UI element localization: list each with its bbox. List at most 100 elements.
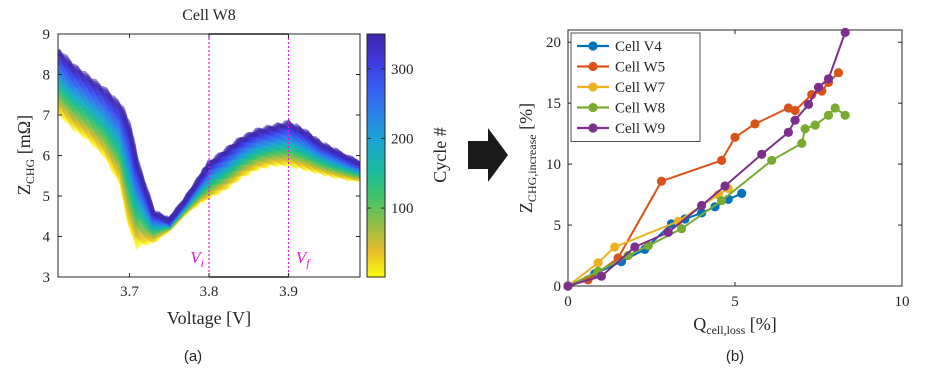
chart-b-x-label-sub: cell,loss — [706, 323, 745, 337]
data-point — [783, 127, 794, 137]
data-point — [630, 242, 640, 252]
data-point — [750, 119, 760, 129]
chart-a-title: Cell W8 — [182, 7, 235, 24]
legend-label: Cell W9 — [615, 121, 665, 137]
data-point — [803, 99, 814, 109]
data-point — [720, 181, 730, 191]
chart-a-y-label-sub: CHG — [23, 158, 37, 184]
data-point — [610, 242, 620, 252]
chart-a-annotations: Vi Vf — [190, 248, 311, 270]
data-point — [697, 200, 707, 211]
chart-a-y-label-unit: [mΩ] — [14, 115, 34, 159]
chart-b-x-label-unit: [%] — [745, 314, 776, 334]
chart-a-x-axis-label: Voltage [V] — [167, 308, 251, 328]
data-point — [717, 155, 727, 165]
colorbar-tick-label: 300 — [391, 62, 414, 78]
chart-b-x-axis-label: Qcell,loss [%] — [693, 314, 776, 337]
legend-item: Cell W5 — [577, 60, 665, 76]
legend-item: Cell W8 — [577, 101, 665, 117]
data-point — [663, 227, 673, 237]
data-point — [823, 110, 834, 120]
data-point — [813, 82, 824, 92]
y-tick-label: 20 — [546, 35, 561, 51]
x-tick-label: 3.9 — [279, 284, 298, 300]
x-tick-label: 10 — [895, 294, 910, 310]
legend-item: Cell W9 — [577, 121, 665, 137]
data-point — [823, 74, 834, 84]
y-tick-label: 15 — [546, 96, 561, 112]
data-point — [797, 138, 807, 148]
legend-swatch-marker — [588, 82, 598, 92]
panel-label-b: (b) — [726, 348, 744, 365]
chart-b-y-label-unit: [%] — [516, 103, 536, 134]
data-point — [800, 124, 810, 134]
data-point — [807, 90, 817, 100]
data-point — [593, 258, 603, 268]
chart-b-y-label-main: Z — [516, 202, 536, 213]
legend-swatch-marker — [588, 41, 598, 51]
y-tick-label: 4 — [43, 230, 51, 246]
y-tick-label: 6 — [43, 149, 51, 165]
colorbar-label: Cycle # — [430, 127, 450, 183]
data-point — [830, 103, 840, 113]
chart-b-y-axis-label: ZCHG,increase [%] — [516, 103, 539, 213]
y-tick-label: 5 — [554, 218, 562, 234]
x-tick-label: 3.7 — [120, 284, 139, 300]
legend-label: Cell W7 — [615, 80, 666, 96]
data-point — [730, 132, 740, 142]
data-point — [643, 241, 653, 251]
colorbar-tick-label: 200 — [391, 131, 414, 147]
y-tick-label: 5 — [43, 189, 51, 205]
x-tick-label: 0 — [564, 294, 572, 310]
window-annotation: Vf — [296, 248, 311, 270]
data-point — [790, 115, 800, 125]
chart-a-ticks: 3.7 3.8 3.9 3 4 5 6 7 8 9 — [43, 27, 360, 300]
legend-label: Cell W8 — [615, 101, 665, 117]
legend-swatch-marker — [588, 123, 598, 133]
colorbar — [366, 33, 386, 278]
data-point — [833, 68, 844, 78]
data-point — [840, 27, 850, 37]
chart-a-curves — [58, 48, 360, 250]
y-tick-label: 3 — [43, 270, 51, 286]
legend-label: Cell V4 — [615, 39, 662, 55]
chart-b-series — [563, 27, 850, 291]
legend-swatch-marker — [588, 61, 598, 72]
y-tick-label: 8 — [43, 68, 51, 84]
chart-b-ticks: 0 5 10 0 5 10 15 20 — [546, 30, 910, 310]
chart-a: Cell W8 3.7 3.8 3.9 3 4 5 6 7 8 9 Vi Vf Voltage [V… — [14, 7, 450, 365]
data-point — [757, 149, 767, 159]
cycle-curve — [58, 48, 360, 223]
data-point — [790, 105, 800, 116]
chart-b-legend: Cell V4 Cell W5 Cell W7 Cell W8 Cell W9 — [570, 32, 701, 142]
data-point — [563, 281, 573, 291]
right-arrow-icon — [468, 128, 508, 182]
panel-label-a: (a) — [184, 348, 202, 365]
legend-swatch-marker — [588, 102, 598, 113]
y-tick-label: 0 — [554, 279, 562, 295]
legend-label: Cell W5 — [615, 60, 665, 76]
y-tick-label: 10 — [546, 157, 561, 173]
data-point — [656, 176, 667, 186]
colorbar-ticks: 100 200 300 — [367, 62, 414, 217]
data-point — [767, 155, 777, 165]
legend-item: Cell W7 — [577, 80, 666, 96]
chart-b-y-label-sub: CHG,increase — [525, 134, 539, 202]
chart-b: 0 5 10 0 5 10 15 20 Cell V4 Cell W5 Cell W7 Cell W… — [516, 27, 910, 365]
data-point — [717, 196, 727, 206]
series-cell-w8 — [563, 103, 850, 291]
window-annotation: Vi — [190, 248, 204, 270]
x-tick-label: 5 — [731, 294, 739, 310]
series-cell-w9 — [563, 27, 850, 291]
x-tick-label: 3.8 — [200, 284, 219, 300]
data-point — [677, 224, 687, 234]
chart-a-y-axis-label: ZCHG [mΩ] — [14, 115, 37, 195]
data-point — [810, 120, 820, 130]
legend-item: Cell V4 — [577, 39, 662, 55]
colorbar-tick-label: 100 — [391, 201, 414, 217]
y-tick-label: 7 — [43, 108, 51, 124]
data-point — [596, 271, 607, 281]
data-point — [737, 188, 747, 198]
chart-a-y-label-main: Z — [14, 184, 34, 195]
